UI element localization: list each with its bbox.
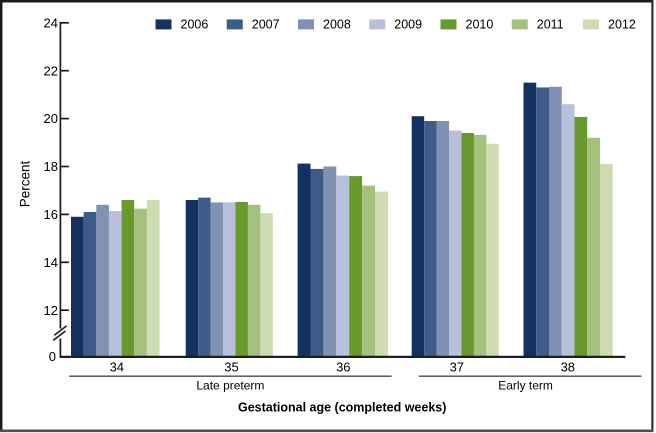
svg-text:Early term: Early term <box>498 378 553 392</box>
svg-text:35: 35 <box>224 360 238 375</box>
svg-text:2011: 2011 <box>537 18 564 32</box>
svg-text:2006: 2006 <box>181 18 209 32</box>
svg-text:2008: 2008 <box>323 18 351 32</box>
svg-text:2009: 2009 <box>394 18 422 32</box>
svg-text:Gestational age (completed wee: Gestational age (completed weeks) <box>238 400 446 414</box>
svg-text:2010: 2010 <box>466 18 494 32</box>
svg-text:14: 14 <box>44 255 58 270</box>
svg-text:37: 37 <box>450 360 464 375</box>
svg-text:16: 16 <box>44 207 58 222</box>
svg-text:Late preterm: Late preterm <box>196 378 264 392</box>
svg-text:34: 34 <box>110 360 124 375</box>
svg-text:12: 12 <box>44 303 58 318</box>
svg-text:2007: 2007 <box>252 18 280 32</box>
svg-text:38: 38 <box>561 360 575 375</box>
svg-text:18: 18 <box>44 159 58 174</box>
svg-text:22: 22 <box>44 63 58 78</box>
svg-text:Percent: Percent <box>18 160 33 207</box>
svg-text:20: 20 <box>44 111 58 126</box>
svg-text:0: 0 <box>49 349 56 364</box>
svg-text:24: 24 <box>44 15 58 30</box>
svg-text:2012: 2012 <box>608 18 636 32</box>
svg-text:36: 36 <box>336 360 350 375</box>
